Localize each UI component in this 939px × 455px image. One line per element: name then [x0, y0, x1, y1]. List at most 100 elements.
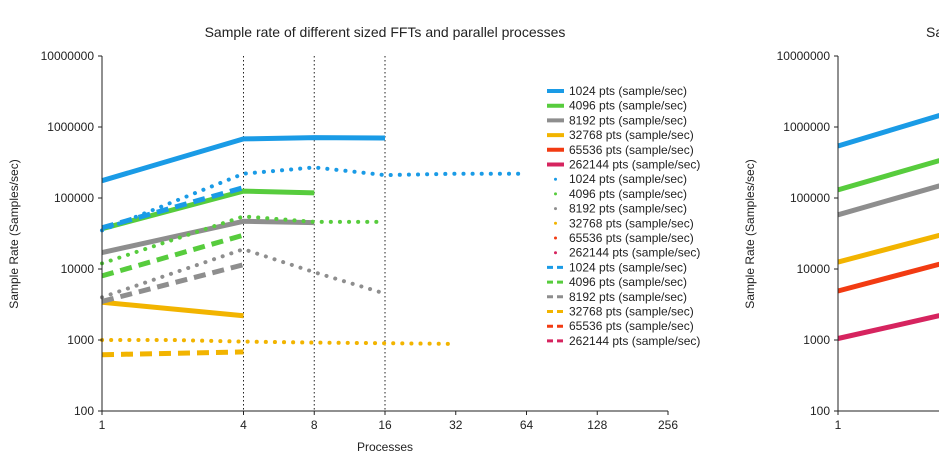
series-line-s8192-dotted: [100, 247, 387, 300]
x-tick-label: 16: [378, 418, 392, 432]
series-line-s262144-solid: [837, 313, 939, 341]
legend-label: 1024 pts (sample/sec): [569, 172, 687, 186]
series-line-s4096-solid: [837, 158, 939, 193]
x-tick-label: 1: [99, 418, 106, 432]
data-point: [455, 173, 456, 174]
y-tick-label: 1000: [803, 333, 830, 347]
x-tick-label: 32: [449, 418, 463, 432]
x-tick-label: 64: [520, 418, 534, 432]
series-line-s65536-solid: [837, 261, 939, 294]
series-line-s8192-solid: [101, 218, 315, 256]
y-tick-label: 1000000: [47, 120, 94, 134]
series-line-s32768-dashed: [101, 349, 244, 358]
legend-label: 262144 pts (sample/sec): [569, 334, 700, 348]
legend-label: 8192 pts (sample/sec): [569, 113, 687, 127]
y-tick-label: 10000000: [41, 49, 95, 63]
legend-swatch: [554, 207, 557, 211]
legend-label: 8192 pts (sample/sec): [569, 202, 687, 216]
legend-item: 262144 pts (sample/sec): [547, 334, 700, 348]
data-point: [455, 343, 456, 344]
legend-item: 1024 pts (sample/sec): [547, 260, 687, 274]
data-point: [314, 272, 315, 273]
x-axis-label: Processes: [357, 440, 413, 454]
x-tick-label: 8: [311, 418, 318, 432]
legend-item: 65536 pts (sample/sec): [547, 143, 694, 157]
legend-label: 32768 pts (sample/sec): [569, 216, 694, 230]
x-tick-label: 4: [240, 418, 247, 432]
data-point: [314, 192, 315, 193]
legend-swatch: [554, 192, 557, 196]
legend-item: 8192 pts (sample/sec): [547, 290, 687, 304]
legend-label: 65536 pts (sample/sec): [569, 231, 694, 245]
data-point: [243, 341, 244, 342]
data-point: [243, 173, 244, 174]
chart-right: Sa Sample Rate (Samples/sec) 100 1000 1000…: [743, 24, 939, 432]
legend-label: 262144 pts (sample/sec): [569, 158, 700, 172]
y-tick-label: 10000: [61, 262, 95, 276]
grid-lines: [243, 56, 386, 411]
data-point: [243, 249, 244, 250]
legend-label: 1024 pts (sample/sec): [569, 260, 687, 274]
legend-item: 262144 pts (sample/sec): [554, 246, 700, 260]
data-point: [243, 216, 244, 217]
data-point: [243, 315, 244, 316]
y-tick-label: 10000: [797, 262, 831, 276]
legend-label: 262144 pts (sample/sec): [569, 246, 700, 260]
axes: 100 1000 10000 100000 1000000 10000000 1 4 8 16 32…: [41, 49, 679, 432]
data-point: [385, 138, 386, 139]
y-axis-label: Sample Rate (Samples/sec): [743, 159, 757, 308]
data-point: [243, 191, 244, 192]
chart-title: Sample rate of different sized FFTs and …: [205, 24, 566, 40]
y-tick-label: 100: [810, 404, 830, 418]
y-tick-label: 100000: [54, 191, 94, 205]
x-tick-label: 1: [835, 418, 842, 432]
series-line-s1024-solid: [837, 112, 939, 149]
data-point: [314, 221, 315, 222]
legend-item: 1024 pts (sample/sec): [547, 84, 687, 98]
data-point: [243, 221, 244, 222]
data-point: [385, 293, 386, 294]
legend-label: 8192 pts (sample/sec): [569, 290, 687, 304]
legend-item: 4096 pts (sample/sec): [547, 99, 687, 113]
series-line-s32768-solid: [101, 299, 244, 319]
data-point: [172, 340, 173, 341]
legend-item: 32768 pts (sample/sec): [554, 216, 694, 230]
data-point: [385, 221, 386, 222]
legend-label: 1024 pts (sample/sec): [569, 84, 687, 98]
legend-label: 32768 pts (sample/sec): [569, 128, 694, 142]
legend-label: 4096 pts (sample/sec): [569, 275, 687, 289]
x-tick-label: 256: [658, 418, 678, 432]
y-tick-label: 1000000: [783, 120, 830, 134]
series-line-s8192-dashed: [101, 262, 245, 304]
legend-swatch: [554, 221, 557, 225]
data-point: [385, 175, 386, 176]
legend-item: 262144 pts (sample/sec): [547, 158, 700, 172]
data-point: [314, 137, 315, 138]
chart-title: Sa: [926, 24, 939, 40]
series-group: [837, 112, 939, 341]
series-line-s8192-solid: [837, 183, 939, 218]
series-line-s4096-dashed: [101, 232, 245, 279]
series-line-s4096-dotted: [100, 214, 387, 266]
legend-label: 65536 pts (sample/sec): [569, 319, 694, 333]
series-line-s32768-solid: [837, 232, 939, 265]
data-point: [243, 351, 244, 352]
legend-item: 8192 pts (sample/sec): [547, 113, 687, 127]
y-tick-label: 100: [74, 404, 94, 418]
x-tick-label: 128: [587, 418, 607, 432]
y-tick-label: 1000: [67, 333, 94, 347]
legend-item: 32768 pts (sample/sec): [547, 128, 694, 142]
series-line-s32768-dotted: [100, 338, 458, 346]
legend-item: 4096 pts (sample/sec): [554, 187, 687, 201]
legend-swatch: [554, 251, 557, 255]
legend-label: 32768 pts (sample/sec): [569, 305, 694, 319]
legend-swatch: [554, 236, 557, 240]
data-point: [314, 167, 315, 168]
series-line-s1024-dotted: [100, 165, 529, 233]
legend-item: 65536 pts (sample/sec): [547, 319, 694, 333]
data-point: [526, 173, 527, 174]
legend-label: 65536 pts (sample/sec): [569, 143, 694, 157]
legend-swatch: [554, 177, 557, 181]
data-point: [385, 343, 386, 344]
